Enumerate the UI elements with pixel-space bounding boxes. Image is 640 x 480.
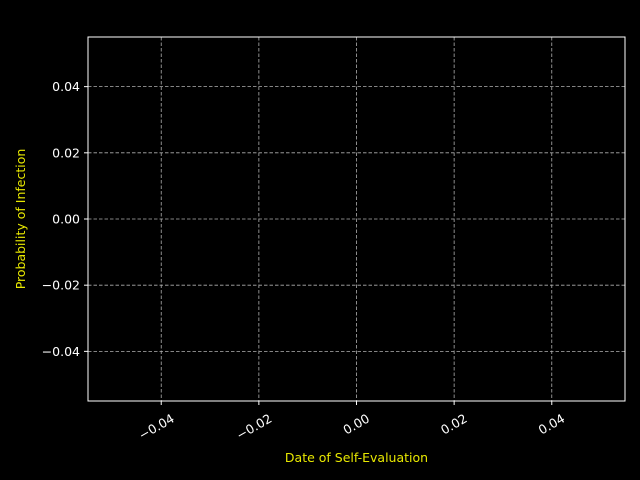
y-tick-label: −0.04 [42,344,80,359]
y-tick-label: 0.04 [52,79,80,94]
y-axis-label: Probability of Infection [13,149,28,290]
x-axis-label: Date of Self-Evaluation [285,450,428,465]
y-tick-label: −0.02 [42,278,80,293]
y-tick-label: 0.02 [52,145,80,160]
y-tick-label: 0.00 [52,212,80,227]
grid [88,37,625,401]
